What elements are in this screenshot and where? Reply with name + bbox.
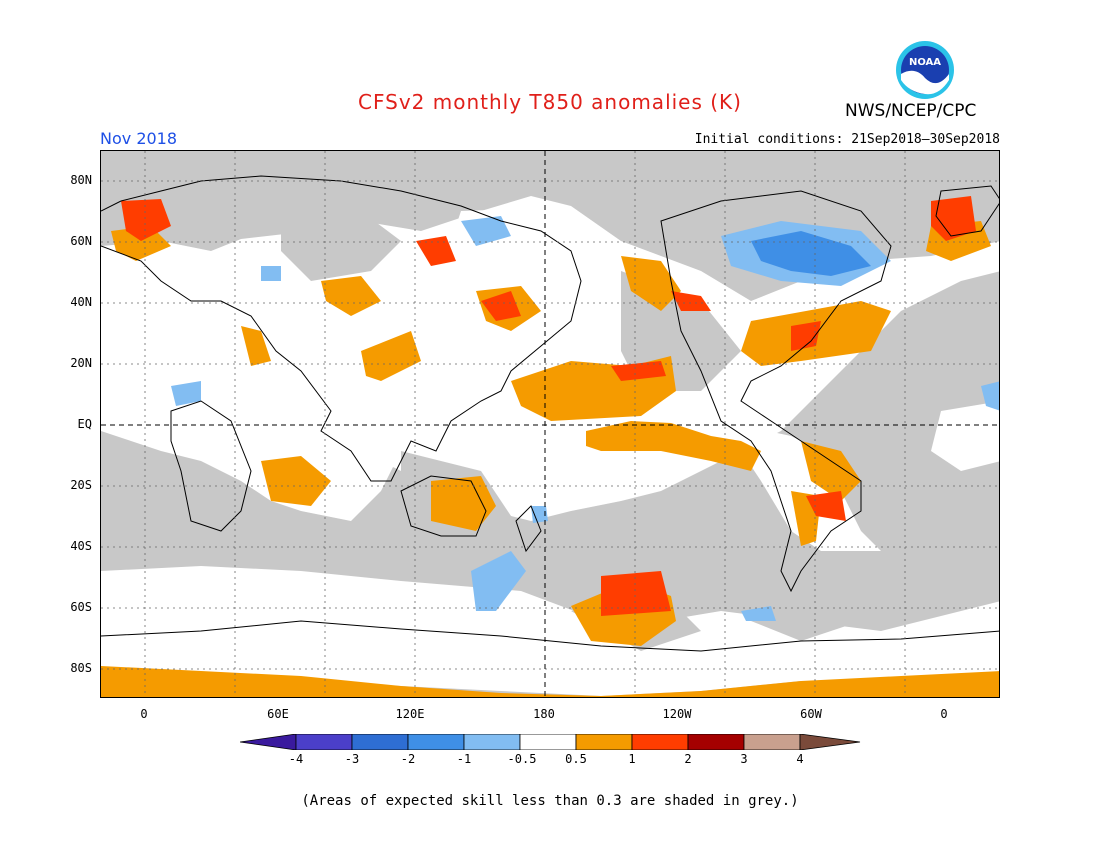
colorbar-arrow-low xyxy=(240,734,297,750)
lat-label: 40S xyxy=(70,539,92,553)
colorbar-label: 0.5 xyxy=(565,752,587,766)
lat-label: 40N xyxy=(70,295,92,309)
lat-label: 20N xyxy=(70,356,92,370)
lon-label: 120E xyxy=(395,707,425,721)
colorbar xyxy=(240,734,861,750)
org-label: NWS/NCEP/CPC xyxy=(845,101,977,121)
lat-label: 60S xyxy=(70,600,92,614)
colorbar-bin xyxy=(631,734,689,750)
initial-conditions: Initial conditions: 21Sep2018–30Sep2018 xyxy=(694,132,1000,147)
graticule xyxy=(101,151,999,697)
colorbar-bin xyxy=(407,734,465,750)
anomaly-map xyxy=(100,150,1000,698)
map-canvas xyxy=(101,151,999,697)
colorbar-bin xyxy=(295,734,353,750)
lat-label: 20S xyxy=(70,478,92,492)
lon-label: 120W xyxy=(662,707,692,721)
valid-month: Nov 2018 xyxy=(100,129,178,148)
lat-label: EQ xyxy=(77,417,92,431)
colorbar-label: -0.5 xyxy=(507,752,537,766)
lon-label: 60E xyxy=(267,707,289,721)
colorbar-bin xyxy=(575,734,633,750)
colorbar-label: -2 xyxy=(400,752,416,766)
map-title: CFSv2 monthly T850 anomalies (K) xyxy=(358,90,742,114)
coastlines xyxy=(101,175,999,652)
strong-warm-anomalies xyxy=(121,196,976,616)
colorbar-arrow-high xyxy=(799,734,861,750)
colorbar-label: 2 xyxy=(684,752,692,766)
colorbar-label: 1 xyxy=(628,752,636,766)
lat-label: 80S xyxy=(70,661,92,675)
colorbar-bin xyxy=(463,734,521,750)
noaa-logo-icon: NOAA xyxy=(896,41,954,99)
equator-dateline xyxy=(101,151,999,697)
logo-text: NOAA xyxy=(909,57,941,68)
lon-label: 0 xyxy=(940,707,948,721)
colorbar-bin xyxy=(687,734,745,750)
lon-label: 0 xyxy=(140,707,148,721)
lat-label: 80N xyxy=(70,173,92,187)
colorbar-bin xyxy=(351,734,409,750)
colorbar-label: -4 xyxy=(288,752,304,766)
skill-footnote: (Areas of expected skill less than 0.3 a… xyxy=(301,793,799,809)
colorbar-bin xyxy=(519,734,577,750)
colorbar-label: -1 xyxy=(456,752,472,766)
lat-label: 60N xyxy=(70,234,92,248)
colorbar-label: 4 xyxy=(796,752,804,766)
lon-label: 60W xyxy=(800,707,822,721)
colorbar-label: -3 xyxy=(344,752,360,766)
lon-label: 180 xyxy=(533,707,555,721)
colorbar-bin xyxy=(743,734,801,750)
colorbar-label: 3 xyxy=(740,752,748,766)
